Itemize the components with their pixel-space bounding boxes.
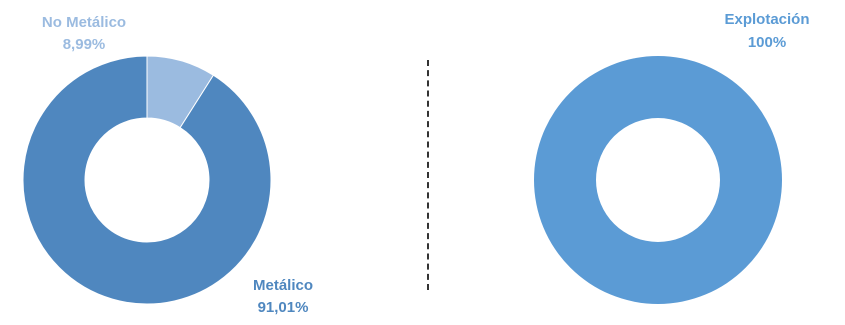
slice-label-metalico-name: Metálico [253, 277, 313, 294]
donut-chart-right-labels: Explotación 100% [724, 11, 809, 51]
slice-explotacion [534, 56, 782, 304]
slice-label-no-metalico-value: 8,99% [63, 36, 106, 53]
dashed-divider [427, 60, 429, 290]
donut-chart-left [22, 55, 272, 305]
donut-chart-left-labels: No Metálico 8,99% Metálico 91,01% [42, 14, 313, 316]
slice-label-explotacion-value: 100% [748, 34, 786, 51]
donut-chart-right [534, 56, 782, 304]
slice-label-metalico-value: 91,01% [258, 299, 309, 316]
slice-label-no-metalico-name: No Metálico [42, 14, 126, 31]
slice-label-explotacion-name: Explotación [724, 11, 809, 28]
slice-metalico [22, 55, 272, 305]
